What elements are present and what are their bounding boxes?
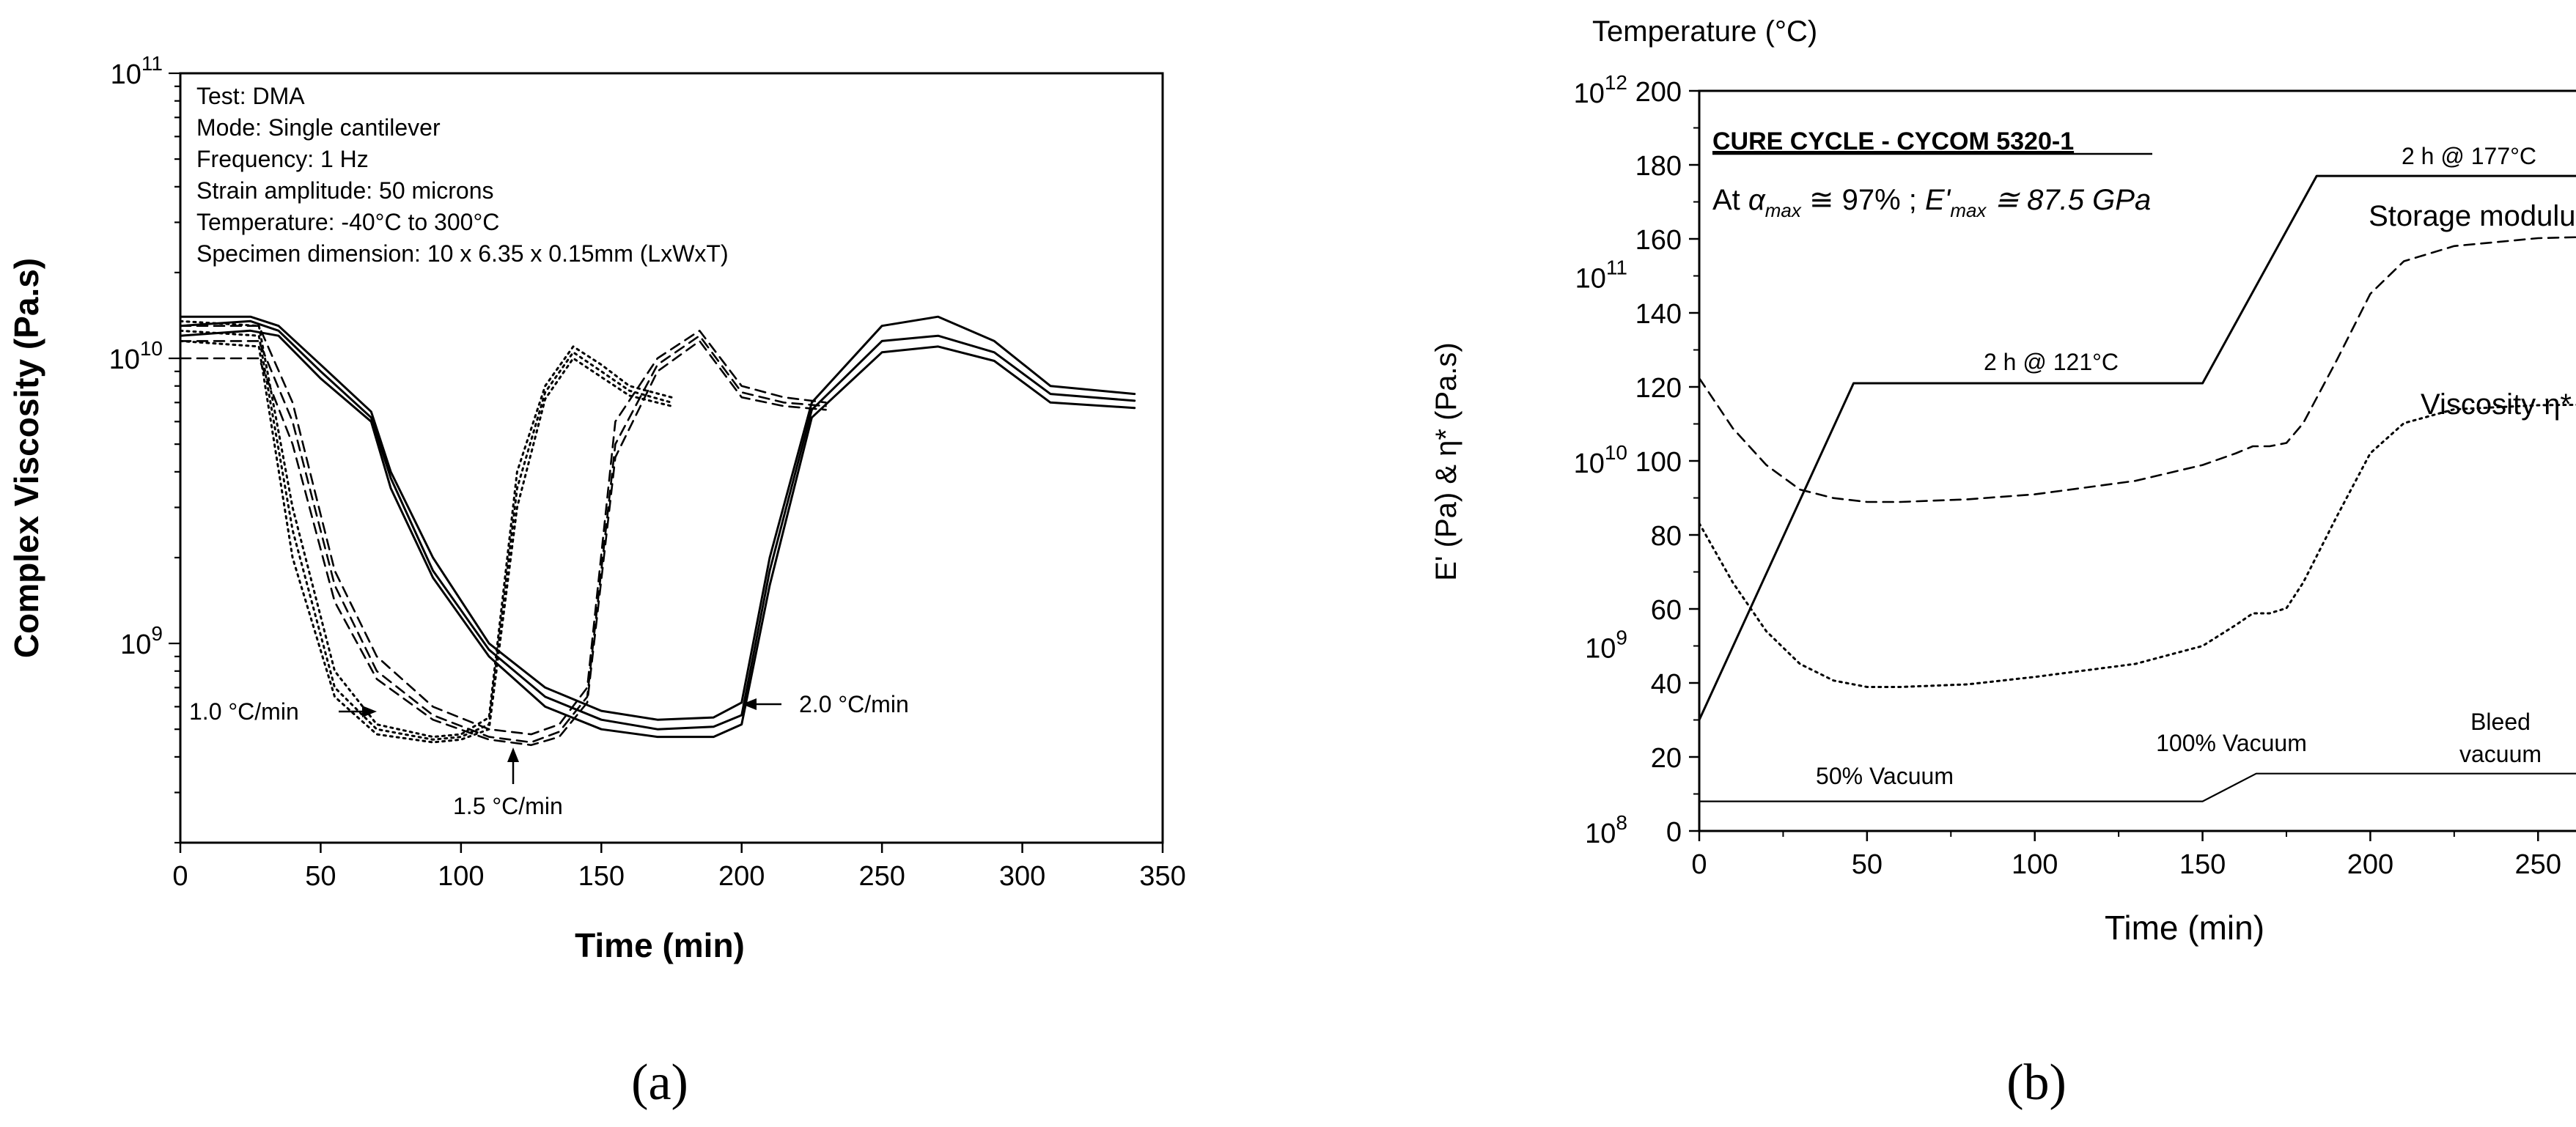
panel-b-right-y-tick-label: 20 [1651, 743, 1682, 774]
rate-label-1-5: 1.5 °C/min [453, 793, 563, 819]
e-value: ≅ 87.5 GPa [1986, 184, 2151, 216]
panel-a: 0 50 100 150 200 250 300 350 109 1010 1011 Test: … [7, 52, 1186, 964]
panel-a-info-box: Test: DMA Mode: Single cantilever Freque… [196, 83, 729, 267]
panel-b-right-y-tick-label: 0 [1666, 817, 1682, 848]
panel-b-left-y-tick-label: 1012 [1574, 71, 1627, 109]
panel-b-right-y-tick-label: 100 [1635, 447, 1682, 478]
panel-a-y-tick-label: 1011 [111, 52, 163, 90]
panel-b-x-tick-label: 0 [1691, 849, 1707, 880]
panel-b-right-y-ticks: 0 20 40 60 80 100 120 140 160 180 200 [1635, 77, 1699, 848]
label-bleed: Bleed [2470, 709, 2531, 735]
info-line-temperature: Temperature: -40°C to 300°C [196, 209, 499, 235]
panel-a-x-tick-label: 100 [438, 861, 484, 892]
panel-b-right-y-tick-label: 160 [1635, 225, 1682, 256]
panel-b-x-tick-label: 100 [2012, 849, 2058, 880]
panel-a-x-tick-label: 0 [172, 861, 188, 892]
panel-b-left-y-tick-label: 1011 [1575, 256, 1627, 295]
label-dwell-177: 2 h @ 177°C [2402, 143, 2536, 169]
panel-a-plot-frame [179, 72, 1164, 844]
caption-b: (b) [2006, 1054, 2067, 1111]
rate-label-2-0: 2.0 °C/min [799, 691, 909, 717]
series-a-dotted-1 [180, 319, 673, 739]
rate-arrowhead-1-0 [362, 706, 377, 717]
panel-a-y-tick-label: 109 [120, 622, 163, 660]
alpha-prefix: At [1712, 184, 1748, 216]
panel-a-y-tick-label: 1010 [109, 337, 163, 375]
panel-b-left-y-axis-label: E' (Pa) & η* (Pa.s) [1430, 342, 1462, 581]
panel-b-x-tick-label: 250 [2515, 849, 2561, 880]
panel-b-x-tick-label: 50 [1852, 849, 1883, 880]
label-vacuum-50: 50% Vacuum [1816, 763, 1954, 789]
panel-a-x-tick-label: 50 [305, 861, 336, 892]
rate-label-1-0: 1.0 °C/min [189, 698, 299, 725]
series-a-dotted-3 [180, 339, 673, 744]
label-storage-modulus: Storage modulus E' [2369, 200, 2576, 232]
e-symbol: E' [1925, 184, 1951, 216]
alpha-symbol: α [1748, 184, 1766, 216]
panel-b-right-y-tick-label: 40 [1651, 669, 1682, 700]
label-dwell-121: 2 h @ 121°C [1984, 349, 2119, 375]
panel-b-right-y-tick-label: 140 [1635, 299, 1682, 330]
panel-a-series [180, 315, 1136, 747]
alpha-subscript: max [1765, 199, 1802, 221]
series-b-viscosity [1699, 403, 2576, 688]
alpha-value: ≅ 97% ; [1801, 184, 1925, 216]
panel-b-x-tick-label: 150 [2179, 849, 2226, 880]
panel-a-x-tick-label: 250 [858, 861, 905, 892]
panel-b-x-axis-label: Time (min) [2105, 909, 2264, 947]
caption-a: (a) [631, 1054, 688, 1111]
info-line-mode: Mode: Single cantilever [196, 114, 441, 141]
series-a-dashed-1 [180, 325, 827, 736]
panel-a-x-tick-label: 150 [578, 861, 625, 892]
panel-a-x-axis-label: Time (min) [575, 926, 745, 964]
panel-a-x-ticks: 0 50 100 150 200 250 300 350 [172, 843, 1186, 892]
panel-b-title: CURE CYCLE - CYCOM 5320-1 [1712, 128, 2074, 155]
panel-b-right-y-tick-label: 200 [1635, 77, 1682, 108]
info-line-frequency: Frequency: 1 Hz [196, 146, 369, 172]
series-a-dashed-2 [180, 334, 827, 744]
rate-arrowhead-2-0 [742, 698, 757, 710]
panel-b-right-y-tick-label: 120 [1635, 373, 1682, 404]
panel-b-left-y-tick-label: 109 [1585, 627, 1627, 665]
panel-b-left-y-tick-label: 1010 [1574, 441, 1627, 479]
series-b-storage-modulus [1699, 236, 2576, 503]
info-line-strain: Strain amplitude: 50 microns [196, 177, 494, 204]
series-a-solid-3 [180, 329, 1136, 739]
series-b-temperature [1699, 174, 2576, 721]
label-vacuum-100: 100% Vacuum [2156, 730, 2307, 756]
panel-b-left-y-ticks: 108 109 1010 1011 1012 [1574, 71, 1627, 849]
series-a-dotted-2 [180, 329, 673, 741]
rate-arrowhead-1-5 [507, 747, 519, 762]
panel-b-right-y-tick-label: 80 [1651, 521, 1682, 552]
panel-b-left-y-tick-label: 108 [1585, 811, 1627, 849]
panel-b-right-y-axis-label: Temperature (°C) [1592, 15, 1817, 48]
panel-b-x-tick-label: 200 [2347, 849, 2393, 880]
series-b-vacuum [1699, 772, 2576, 802]
label-bleed-vacuum: vacuum [2459, 741, 2542, 767]
panel-b-series [1699, 174, 2576, 802]
series-a-solid-1 [180, 315, 1136, 721]
panel-a-x-tick-label: 200 [718, 861, 765, 892]
label-viscosity: Viscosity η* [2421, 388, 2572, 421]
alpha-statement: At αmax ≅ 97% ; E'max ≅ 87.5 GPa [1712, 184, 2151, 221]
panel-a-y-axis-label: Complex Viscosity (Pa.s) [7, 258, 45, 658]
series-a-dashed-3 [180, 340, 827, 747]
series-a-solid-2 [180, 319, 1136, 731]
info-line-test: Test: DMA [196, 83, 305, 109]
info-line-specimen: Specimen dimension: 10 x 6.35 x 0.15mm (… [196, 240, 729, 267]
panel-a-x-tick-label: 350 [1139, 861, 1185, 892]
panel-b-right-y-tick-label: 60 [1651, 595, 1682, 626]
panel-b-right-y-tick-label: 180 [1635, 151, 1682, 182]
panel-a-x-tick-label: 300 [999, 861, 1045, 892]
panel-a-y-ticks: 109 1010 1011 [109, 52, 180, 844]
e-subscript: max [1950, 199, 1987, 221]
